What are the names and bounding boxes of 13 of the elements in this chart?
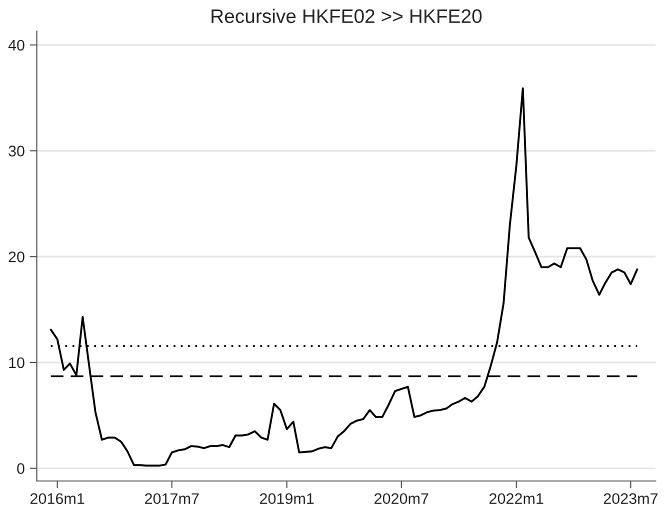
chart-title: Recursive HKFE02 >> HKFE20 [212, 8, 482, 24]
line-series [50, 87, 638, 467]
y-tick-label: 20 [8, 251, 24, 262]
y-tick-label: 30 [8, 146, 24, 156]
x-tick-label: 2020m7 [374, 493, 428, 504]
x-tick-label: 2017m7 [145, 493, 199, 504]
y-tick-label: 0 [17, 463, 24, 474]
x-tick-label: 2016m1 [30, 493, 84, 504]
y-tick-label: 40 [8, 40, 24, 51]
x-tick-label: 2019m1 [260, 493, 314, 504]
x-tick-label: 2023m7 [604, 493, 658, 504]
y-tick-label: 10 [9, 357, 24, 368]
x-tick-label: 2022m1 [490, 493, 544, 504]
